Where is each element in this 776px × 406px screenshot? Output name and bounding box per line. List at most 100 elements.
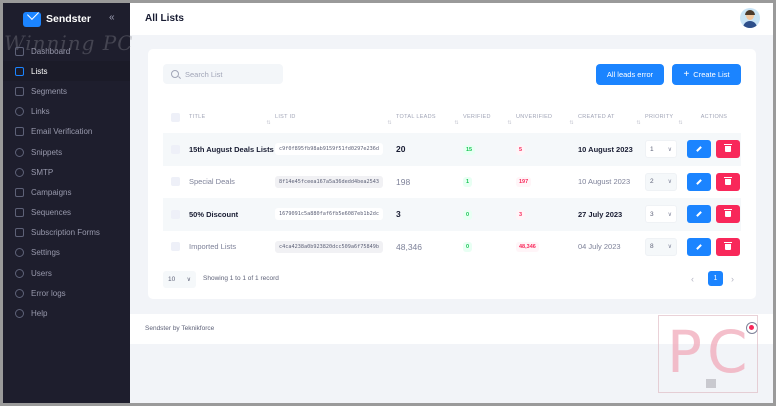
edit-button[interactable] <box>687 237 711 256</box>
delete-button[interactable] <box>716 237 740 256</box>
total-leads-value: 20 <box>396 144 406 155</box>
table-row: Special Deals 8f14e45fceea167a5a36dedd4b… <box>163 166 741 199</box>
verified-badge: 15 <box>463 144 476 155</box>
select-all-checkbox[interactable] <box>171 112 180 122</box>
row-priority: 8 ∨ <box>645 231 687 264</box>
page-size-select[interactable]: 10 ∨ <box>163 271 196 288</box>
user-icon <box>15 268 24 278</box>
search-icon <box>171 70 179 78</box>
list-title[interactable]: Imported Lists <box>189 242 237 252</box>
column-verified[interactable]: VERIFIED ⇅ <box>463 101 516 133</box>
sidebar-item-segments[interactable]: Segments <box>3 81 130 101</box>
search-input[interactable] <box>163 64 283 84</box>
avatar-hair-shape <box>745 10 755 15</box>
sidebar-item-campaigns[interactable]: Campaigns <box>3 182 130 202</box>
row-actions <box>687 198 741 231</box>
total-leads-value: 48,346 <box>396 241 422 252</box>
delete-button[interactable] <box>716 140 740 159</box>
brand-logo[interactable]: Sendster <box>23 10 91 28</box>
collapse-sidebar-icon[interactable]: « <box>109 12 115 23</box>
sidebar-item-sequences[interactable]: Sequences <box>3 203 130 223</box>
gear-icon <box>15 248 24 258</box>
column-unverified[interactable]: UNVERIFIED ⇅ <box>516 101 578 133</box>
sidebar-item-label: Error logs <box>31 288 66 298</box>
page-title: All Lists <box>145 13 184 24</box>
delete-button[interactable] <box>716 172 740 191</box>
list-id-chip: c9f0f895fb98ab9159f51fd0297e236d <box>275 143 383 156</box>
avatar-body-shape <box>743 21 757 28</box>
delete-button[interactable] <box>716 205 740 224</box>
sidebar-item-label: Sequences <box>31 208 72 218</box>
row-actions <box>687 166 741 199</box>
create-list-button[interactable]: + Create List <box>672 64 741 85</box>
app-footer: Sendster by Teknikforce <box>130 314 773 344</box>
column-priority-label: PRIORITY <box>645 114 674 120</box>
sidebar-item-label: SMTP <box>31 167 54 177</box>
sidebar: Sendster « Winning PC Dashboard Lists Se… <box>3 3 133 403</box>
sidebar-item-error-logs[interactable]: Error logs <box>3 283 130 303</box>
sidebar-item-email-verification[interactable]: Email Verification <box>3 122 130 142</box>
sidebar-item-label: Links <box>31 107 50 117</box>
sidebar-item-users[interactable]: Users <box>3 263 130 283</box>
chevron-down-icon: ∨ <box>667 211 672 218</box>
row-checkbox[interactable] <box>171 144 180 154</box>
sidebar-item-label: Users <box>31 268 52 278</box>
row-unverified: 3 <box>516 198 578 231</box>
sidebar-item-dashboard[interactable]: Dashboard <box>3 41 130 61</box>
column-list-id[interactable]: LIST ID ⇅ <box>275 101 396 133</box>
row-title: 50% Discount <box>189 198 275 231</box>
sidebar-item-links[interactable]: Links <box>3 102 130 122</box>
created-at-value: 10 August 2023 <box>578 144 633 154</box>
page-1-button[interactable]: 1 <box>708 271 723 286</box>
table-row: 15th August Deals Lists c9f0f895fb98ab91… <box>163 133 741 166</box>
priority-select[interactable]: 8 ∨ <box>645 237 677 256</box>
sidebar-item-label: Segments <box>31 86 68 96</box>
column-title[interactable]: TITLE ⇅ <box>189 101 275 133</box>
previous-page-button[interactable]: ‹ <box>691 274 694 284</box>
edit-button[interactable] <box>687 172 711 191</box>
created-at-value: 27 July 2023 <box>578 209 623 219</box>
chevron-down-icon: ∨ <box>667 179 672 186</box>
edit-button[interactable] <box>687 205 711 224</box>
column-title-label: TITLE <box>189 114 206 120</box>
sidebar-item-smtp[interactable]: SMTP <box>3 162 130 182</box>
verified-badge: 0 <box>463 209 473 220</box>
list-id-chip: 1679091c5a880faf6fb5e6087eb1b2dc <box>275 208 383 221</box>
table-row: Imported Lists c4ca4238a0b923820dcc509a6… <box>163 231 741 264</box>
priority-select[interactable]: 3 ∨ <box>645 205 677 224</box>
row-checkbox[interactable] <box>171 242 180 252</box>
row-checkbox[interactable] <box>171 177 180 187</box>
brand-name: Sendster <box>46 13 91 25</box>
column-priority[interactable]: PRIORITY ⇅ <box>645 101 687 133</box>
sidebar-item-settings[interactable]: Settings <box>3 243 130 263</box>
column-created-at[interactable]: CREATED AT ⇅ <box>578 101 645 133</box>
logo-square <box>706 379 716 388</box>
showing-count: Showing 1 to 1 of 1 record <box>203 275 279 282</box>
megaphone-icon <box>15 187 24 197</box>
sidebar-item-lists[interactable]: Lists <box>3 61 130 82</box>
list-title[interactable]: Special Deals <box>189 177 235 187</box>
column-total-leads[interactable]: TOTAL LEADS ⇅ <box>396 101 463 133</box>
list-title[interactable]: 15th August Deals Lists <box>189 144 274 154</box>
edit-button[interactable] <box>687 140 711 159</box>
chevron-down-icon: ∨ <box>186 277 191 283</box>
next-page-button[interactable]: › <box>731 274 734 284</box>
column-created-at-label: CREATED AT <box>578 114 615 120</box>
avatar-head-shape <box>746 11 754 20</box>
row-verified: 15 <box>463 133 516 166</box>
pc-watermark-logo: P C <box>658 315 758 393</box>
sidebar-item-snippets[interactable]: Snippets <box>3 142 130 162</box>
priority-select[interactable]: 2 ∨ <box>645 172 677 191</box>
row-verified: 0 <box>463 198 516 231</box>
list-title[interactable]: 50% Discount <box>189 209 239 219</box>
column-actions-label: ACTIONS <box>700 114 728 120</box>
row-checkbox[interactable] <box>171 209 180 219</box>
all-leads-error-button[interactable]: All leads error <box>596 64 664 85</box>
sidebar-item-label: Settings <box>31 248 60 258</box>
scissors-icon <box>15 147 24 157</box>
avatar[interactable] <box>740 8 760 28</box>
sidebar-item-label: Lists <box>31 66 48 76</box>
sidebar-item-help[interactable]: Help <box>3 303 130 323</box>
sidebar-item-subscription-forms[interactable]: Subscription Forms <box>3 223 130 243</box>
priority-select[interactable]: 1 ∨ <box>645 140 677 159</box>
